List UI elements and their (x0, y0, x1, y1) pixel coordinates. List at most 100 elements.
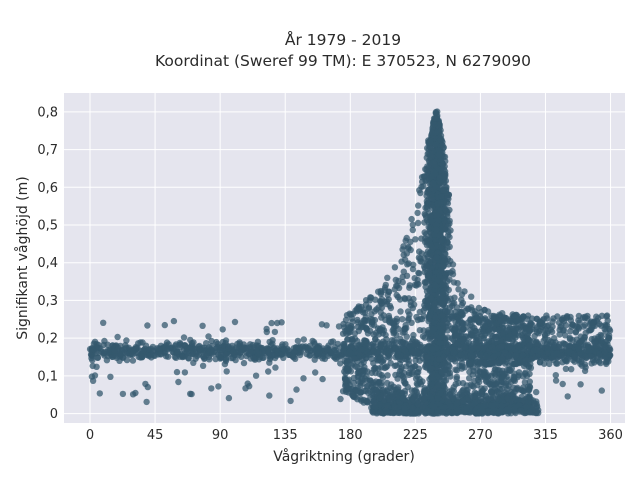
data-point (376, 394, 383, 402)
data-point (439, 288, 446, 296)
data-point (95, 345, 103, 352)
data-point (439, 226, 446, 233)
data-point (398, 258, 405, 265)
data-point (448, 302, 456, 310)
data-point (437, 199, 444, 206)
data-point (391, 362, 399, 370)
data-point (123, 350, 130, 358)
data-point (485, 338, 493, 345)
data-point (439, 312, 446, 319)
data-point (279, 341, 286, 348)
data-point (438, 237, 445, 244)
data-point (171, 353, 179, 361)
data-point (318, 321, 326, 328)
data-point (382, 407, 390, 414)
data-point (531, 400, 538, 407)
data-point (180, 334, 188, 341)
data-point (409, 404, 416, 412)
data-point (144, 322, 151, 329)
data-point (431, 403, 438, 410)
data-point (429, 345, 436, 353)
data-point (341, 376, 349, 383)
data-point (549, 323, 556, 330)
data-point (444, 308, 451, 315)
data-point (477, 309, 485, 316)
data-point (400, 243, 407, 250)
data-point (435, 217, 442, 224)
data-point (475, 373, 483, 381)
data-point (328, 338, 335, 346)
data-point (342, 316, 350, 324)
data-point (428, 204, 436, 211)
data-point (203, 340, 210, 347)
data-point (402, 355, 409, 363)
data-point (363, 373, 370, 380)
data-point (393, 291, 400, 299)
data-point (505, 406, 513, 414)
data-point (100, 349, 108, 357)
data-point (270, 344, 278, 351)
data-point (460, 386, 467, 393)
data-point (164, 346, 172, 353)
data-point (458, 291, 466, 298)
data-point (414, 407, 421, 414)
data-point (536, 359, 544, 366)
data-point (445, 367, 452, 374)
data-point (184, 348, 191, 356)
data-point (161, 321, 168, 329)
data-point (423, 198, 431, 205)
data-point (416, 379, 423, 386)
data-point (437, 390, 444, 397)
data-point (403, 363, 410, 370)
data-point (411, 281, 419, 289)
data-point (479, 403, 486, 410)
data-point (354, 319, 361, 326)
data-point (574, 344, 582, 351)
data-point (470, 383, 477, 390)
data-point (91, 338, 99, 345)
data-point (379, 358, 387, 365)
data-point (510, 384, 517, 391)
data-point (433, 254, 440, 261)
data-point (360, 387, 367, 395)
data-point (352, 363, 359, 370)
data-point (444, 255, 452, 262)
data-point (215, 383, 222, 390)
data-point (140, 347, 147, 354)
data-point (344, 321, 352, 329)
data-point (468, 293, 475, 300)
data-point (412, 236, 419, 243)
data-point (471, 399, 479, 406)
data-point (441, 404, 448, 411)
data-point (581, 361, 589, 368)
data-point (437, 334, 444, 341)
data-point (401, 405, 408, 412)
data-point (384, 274, 391, 281)
data-point (405, 371, 413, 378)
data-point (453, 400, 461, 407)
data-point (312, 369, 319, 376)
data-point (129, 357, 137, 364)
data-point (273, 352, 280, 359)
data-point (431, 286, 438, 293)
data-point (421, 279, 428, 286)
data-point (434, 147, 442, 154)
data-point (596, 350, 603, 357)
data-point (522, 404, 530, 411)
data-point (370, 360, 377, 367)
data-point (472, 334, 480, 341)
data-point (500, 370, 508, 378)
data-point (489, 402, 496, 410)
data-point (602, 338, 609, 346)
data-point (240, 359, 248, 367)
data-point (435, 151, 443, 159)
data-point (429, 129, 436, 136)
data-point (447, 403, 454, 410)
data-point (403, 234, 410, 242)
data-point (222, 339, 229, 347)
data-point (372, 387, 380, 394)
data-point (331, 344, 339, 351)
data-point (469, 371, 476, 378)
data-point (449, 261, 457, 268)
data-point (427, 359, 434, 366)
